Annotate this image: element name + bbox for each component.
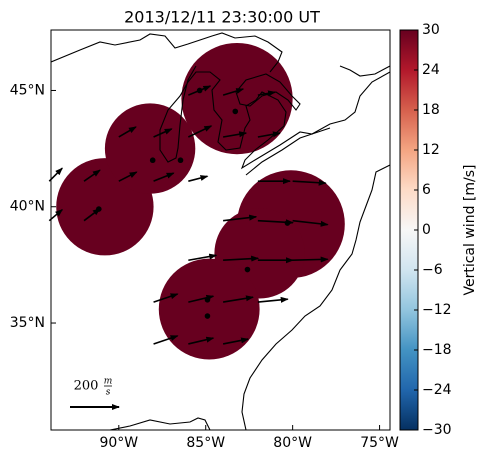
wind-vector <box>257 219 294 226</box>
wind-vector <box>223 214 258 222</box>
radar-site <box>204 313 211 319</box>
y-tick-label: 45°N <box>10 82 45 98</box>
x-tick-label: 75°W <box>360 435 399 451</box>
radar-site <box>177 157 184 164</box>
radar-site <box>232 108 239 115</box>
coastline <box>245 127 331 176</box>
wind-vector <box>222 295 254 303</box>
colorbar-tick-label: 30 <box>422 22 440 38</box>
coastline <box>159 65 390 170</box>
wind-vector <box>118 171 138 182</box>
wind-vector <box>188 294 215 303</box>
quiver-key-unit: s <box>106 388 111 398</box>
colorbar-tick-label: −30 <box>422 422 452 438</box>
radar-site <box>149 157 156 164</box>
wind-vector <box>153 172 175 182</box>
colorbar-tick-label: 0 <box>422 222 431 238</box>
colorbar-tick-label: 24 <box>422 62 440 78</box>
wind-vector <box>48 167 63 182</box>
wind-vector <box>83 208 101 222</box>
y-tick-label: 35°N <box>10 315 45 331</box>
wind-vector <box>222 337 250 345</box>
wind-vector <box>222 88 245 96</box>
quiver-key: 200 m s <box>70 377 120 410</box>
wind-vector <box>153 293 179 303</box>
wind-vector <box>153 128 173 138</box>
colorbar-label: Vertical wind [m/s] <box>462 165 478 296</box>
colorbar-tick-label: −12 <box>422 302 452 318</box>
chart-title: 2013/12/11 23:30:00 UT <box>124 8 320 27</box>
plot-frame <box>50 29 391 431</box>
wind-vector <box>48 209 64 222</box>
wind-vector <box>292 179 327 186</box>
wind-region <box>104 103 196 194</box>
wind-vector <box>292 219 329 227</box>
wind-vector <box>118 126 137 138</box>
coastline <box>51 32 283 73</box>
colorbar-tick-label: 6 <box>422 182 431 198</box>
wind-vector <box>187 125 213 138</box>
colorbar-tick-label: −18 <box>422 342 452 358</box>
coastline <box>339 65 390 77</box>
wind-vector <box>222 131 248 138</box>
x-tick-label: 80°W <box>273 435 312 451</box>
wind-vector <box>188 85 212 96</box>
x-tick-label: 90°W <box>99 435 138 451</box>
wind-region <box>158 258 260 360</box>
wind-vector <box>188 175 209 182</box>
coastlines <box>51 32 390 430</box>
colorbar-tick-label: −24 <box>422 382 452 398</box>
quiver-key-unit: m <box>104 377 113 387</box>
coastline <box>241 164 390 430</box>
wind-vector <box>83 169 101 182</box>
wind-vector <box>188 253 218 262</box>
wind-vector <box>257 296 289 303</box>
radar-site <box>244 266 251 273</box>
y-tick-label: 40°N <box>10 199 45 215</box>
wind-vector <box>153 335 179 345</box>
colorbar-tick-label: 18 <box>422 102 440 118</box>
wind-vector <box>223 255 260 262</box>
colorbar-tick-label: 12 <box>422 142 440 158</box>
wind-vector <box>257 90 277 97</box>
colorbar-tick-label: −6 <box>422 262 443 278</box>
x-tick-label: 85°W <box>186 435 225 451</box>
quiver-key-label: 200 <box>74 379 99 394</box>
wind-vector <box>257 131 281 138</box>
wind-vector <box>188 336 215 345</box>
wind-vector <box>292 256 329 263</box>
coastline <box>109 417 211 430</box>
coastline <box>235 73 301 111</box>
